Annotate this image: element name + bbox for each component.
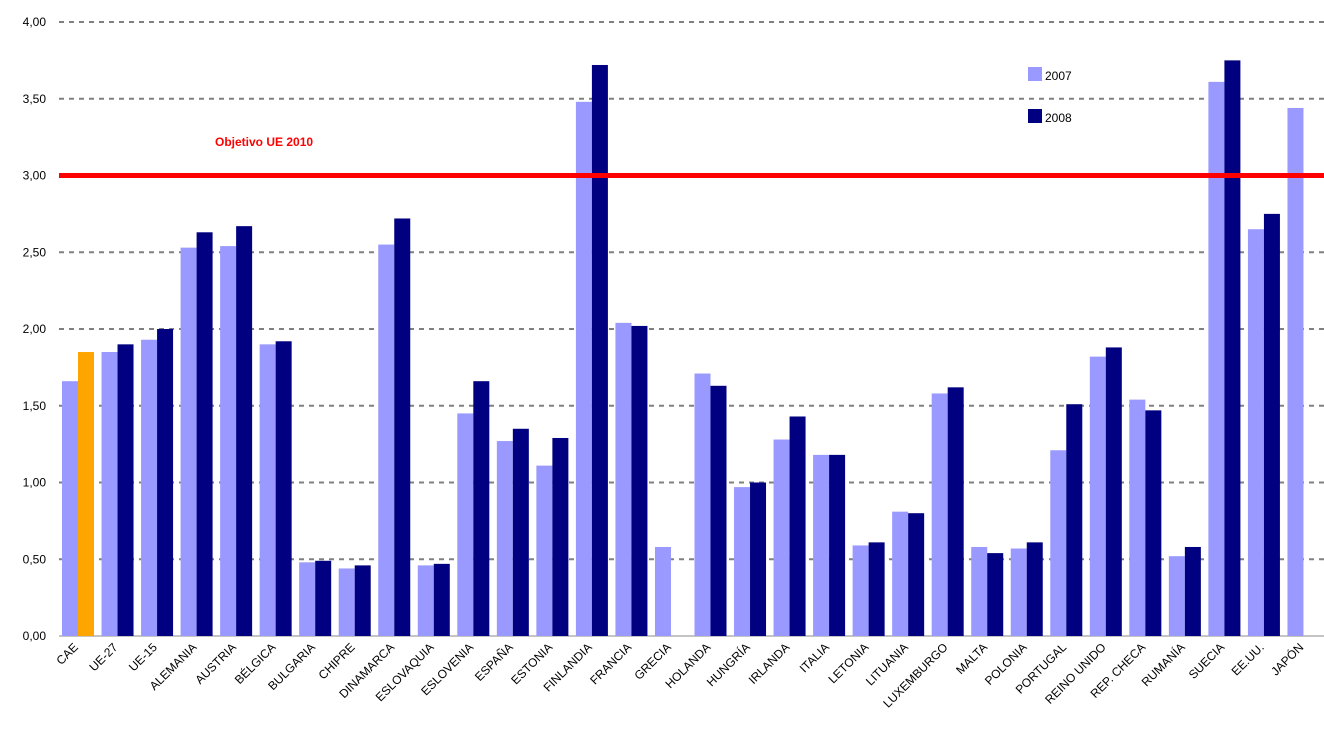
bar [1066, 404, 1083, 636]
bar [1050, 450, 1067, 636]
bar [512, 428, 529, 636]
x-tick-label: SUECIA [1186, 640, 1227, 681]
bar [299, 562, 316, 636]
bar [710, 385, 727, 636]
bar [575, 101, 592, 636]
bar [1145, 410, 1162, 636]
bar [1247, 229, 1264, 636]
x-tick-label: UE-15 [126, 640, 160, 674]
bar [1105, 347, 1122, 636]
bar [1168, 556, 1185, 636]
bar [394, 218, 411, 637]
bar [536, 465, 553, 636]
y-tick-label: 2,00 [23, 322, 47, 336]
bar [496, 441, 513, 636]
bar [338, 568, 355, 636]
bar [813, 454, 830, 636]
bar [947, 387, 964, 636]
bar [275, 341, 292, 636]
y-tick-label: 3,50 [23, 92, 47, 106]
bar [117, 344, 134, 636]
y-tick-label: 0,00 [23, 629, 47, 643]
y-tick-label: 3,00 [23, 169, 47, 183]
bar [62, 381, 78, 636]
bar [1287, 107, 1304, 636]
bar [433, 563, 450, 636]
x-tick-label: FRANCIA [587, 640, 634, 687]
y-tick-label: 4,00 [23, 15, 47, 29]
bar [78, 352, 94, 636]
bar [789, 416, 806, 636]
x-tick-label: HUNGRÍA [703, 640, 753, 690]
bar [615, 322, 632, 636]
reference-label: Objetivo UE 2010 [215, 135, 313, 149]
legend-label: 2007 [1045, 69, 1072, 83]
bar [971, 546, 988, 636]
x-tick-label: ITALIA [797, 640, 832, 675]
bar [1026, 542, 1043, 636]
x-tick-label: AUSTRIA [192, 640, 239, 687]
bar [180, 247, 197, 636]
bar [1224, 60, 1241, 636]
bar [852, 545, 869, 636]
bar [1089, 356, 1106, 636]
x-tick-label: CAE [54, 640, 81, 667]
bar [473, 381, 490, 636]
x-tick-label: JAPÓN [1267, 640, 1306, 679]
bar [829, 454, 846, 636]
x-tick-label: UE-27 [86, 640, 120, 674]
y-tick-label: 1,00 [23, 476, 47, 490]
x-tick-label: EE.UU. [1229, 640, 1267, 678]
legend-swatch [1028, 109, 1042, 123]
bar [773, 439, 790, 636]
bar [631, 325, 648, 636]
bar [734, 487, 751, 636]
bar [750, 482, 767, 636]
bar [141, 339, 158, 636]
bar [196, 232, 213, 637]
x-tick-label: RUMANÍA [1138, 640, 1188, 690]
bar [1263, 213, 1280, 636]
y-tick-label: 1,50 [23, 399, 47, 413]
bar [157, 329, 174, 636]
x-tick-label: MALTA [953, 640, 990, 677]
bar [892, 511, 909, 636]
y-tick-label: 2,50 [23, 245, 47, 259]
bar [908, 513, 925, 636]
y-tick-label: 0,50 [23, 552, 47, 566]
x-tick-label: IRLANDA [746, 640, 793, 687]
bar [694, 373, 711, 636]
legend-swatch [1028, 67, 1042, 81]
bar [591, 64, 608, 637]
bar [1129, 399, 1146, 636]
bar [315, 560, 332, 636]
bar [220, 246, 237, 637]
bar [259, 344, 276, 636]
bar [1208, 81, 1225, 637]
bar [1010, 548, 1027, 636]
bar [378, 244, 395, 636]
bar [457, 413, 474, 636]
bar [987, 553, 1004, 636]
bar [868, 542, 885, 636]
bar [654, 546, 671, 636]
bar [1184, 546, 1201, 636]
bar [417, 565, 434, 636]
bar [552, 437, 569, 636]
bar [931, 393, 948, 636]
bar [236, 226, 253, 636]
bar [101, 352, 118, 636]
bar [354, 565, 371, 636]
legend-label: 2008 [1045, 111, 1072, 125]
